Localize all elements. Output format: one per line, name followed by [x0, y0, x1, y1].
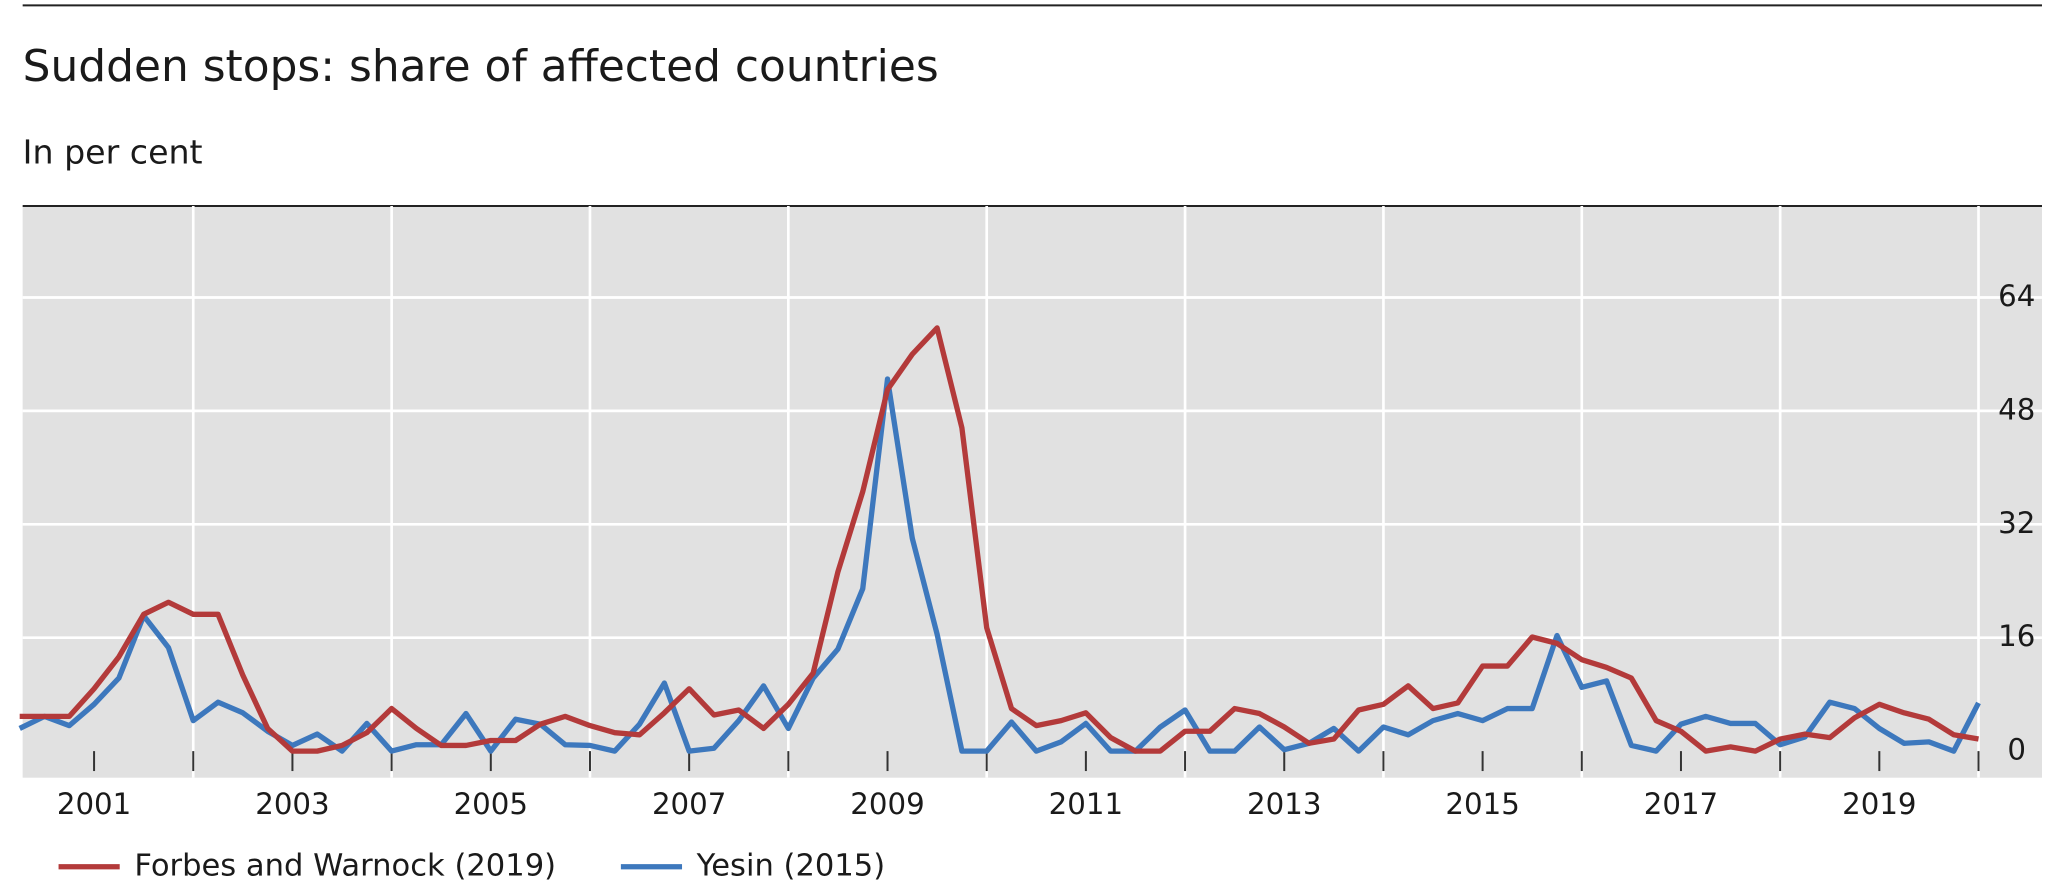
y-tick-label: 48 — [1998, 392, 2035, 426]
series-line — [18, 376, 1981, 754]
x-tick-label: 2007 — [652, 787, 726, 821]
x-tick-label: 2017 — [1644, 787, 1718, 821]
y-tick-label: 64 — [1998, 279, 2035, 313]
x-tick-label: 2015 — [1445, 787, 1519, 821]
x-tick-label: 2019 — [1842, 787, 1916, 821]
x-tick-label: 2001 — [57, 787, 131, 821]
legend-label: Yesin (2015) — [696, 848, 886, 883]
y-tick-label: 16 — [1998, 619, 2035, 653]
x-tick-label: 2013 — [1247, 787, 1321, 821]
x-tick-label: 2005 — [454, 787, 528, 821]
chart-title: Sudden stops: share of affected countrie… — [23, 41, 939, 92]
x-tick-label: 2011 — [1049, 787, 1123, 821]
chart-subtitle: In per cent — [23, 133, 203, 172]
x-tick-label: 2003 — [255, 787, 329, 821]
legend-label: Forbes and Warnock (2019) — [134, 848, 556, 883]
y-tick-label: 0 — [2007, 733, 2026, 767]
x-tick-label: 2009 — [850, 787, 924, 821]
y-tick-label: 32 — [1998, 506, 2035, 540]
plot-area — [22, 206, 2042, 778]
series-line — [19, 325, 1979, 754]
